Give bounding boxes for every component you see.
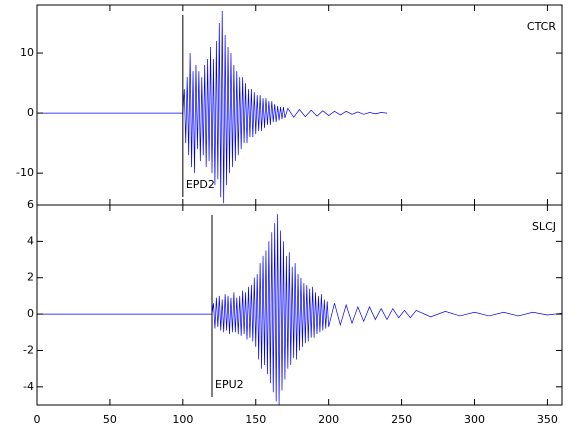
panel-frame <box>36 4 563 206</box>
x-tick-label: 100 <box>172 413 193 426</box>
y-tick-label: 2 <box>27 271 34 284</box>
y-tick-label: -2 <box>23 343 34 356</box>
phase-label: EPD2 <box>186 178 215 191</box>
x-tick-label: 150 <box>245 413 266 426</box>
y-tick-label: 0 <box>27 106 34 119</box>
x-tick-label: 350 <box>537 413 558 426</box>
station-label: SLCJ <box>532 220 556 233</box>
x-tick-label: 0 <box>34 413 41 426</box>
panel-frame <box>36 204 563 406</box>
y-tick-label: -4 <box>23 380 34 393</box>
x-tick-label: 250 <box>391 413 412 426</box>
station-label: CTCR <box>527 20 556 33</box>
y-tick-label: 10 <box>20 46 34 59</box>
x-tick-label: 50 <box>103 413 117 426</box>
waveform <box>37 214 563 406</box>
waveform <box>37 11 388 204</box>
y-tick-label: 6 <box>27 198 34 211</box>
y-tick-label: -10 <box>16 166 34 179</box>
y-tick-label: 4 <box>27 234 34 247</box>
x-tick-label: 300 <box>464 413 485 426</box>
y-tick-label: 0 <box>27 307 34 320</box>
x-tick-label: 200 <box>318 413 339 426</box>
phase-label: EPU2 <box>215 378 244 391</box>
